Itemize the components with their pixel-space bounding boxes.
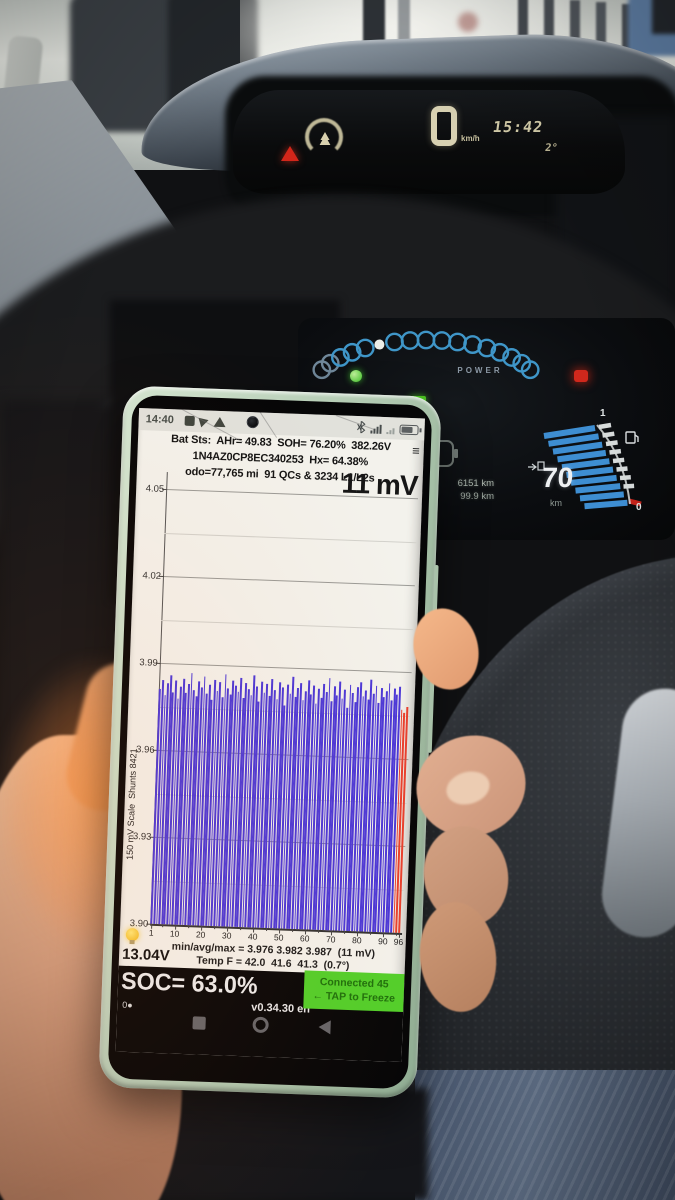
x-tick-label: 50 <box>273 932 284 943</box>
x-tick-label: 96 <box>393 936 404 948</box>
tap-to-freeze-label: ← TAP to Freeze <box>312 989 396 1005</box>
power-label: POWER <box>457 366 503 375</box>
cell-voltage-chart[interactable] <box>150 472 418 933</box>
fuel-pump-icon <box>625 431 639 444</box>
x-tick-label: 90 <box>377 936 388 947</box>
y-tick-label: 3.90 <box>129 917 149 930</box>
menu-icon[interactable]: ≡ <box>411 443 421 459</box>
trip-meter: 99.9 km <box>460 491 494 502</box>
outside-object <box>458 12 478 32</box>
y-tick-label: 4.02 <box>142 569 162 582</box>
x-tick-label: 40 <box>247 931 258 942</box>
instrument-cluster-top: km/h 15:42 2° <box>233 90 625 194</box>
eco-tree-ring-icon <box>305 118 343 156</box>
eco-tree-icon <box>319 132 331 145</box>
odometer: 6151 km <box>457 478 494 489</box>
x-tick-label: 70 <box>325 934 336 945</box>
phone-case: 14:40 <box>98 385 442 1099</box>
back-button[interactable] <box>318 1019 331 1035</box>
y-axis-label: 150 mV Scale Shunts 8421 <box>124 748 139 861</box>
x-tick-label: 60 <box>299 933 310 944</box>
gauge-full-label: 1 <box>600 408 606 419</box>
lightbulb-icon[interactable] <box>125 927 140 942</box>
speed-unit-label: km/h <box>461 134 480 143</box>
y-tick-label: 3.93 <box>132 830 152 843</box>
status-bar: 14:40 <box>138 407 425 441</box>
dash-clock: 15:42 <box>491 118 545 136</box>
battery-icon <box>399 424 419 436</box>
connected-freeze-button[interactable]: Connected 45 ← TAP to Freeze <box>303 970 405 1013</box>
range-icon <box>528 461 545 471</box>
phone-bezel: 14:40 <box>107 394 433 1090</box>
x-tick-label: 80 <box>351 935 362 946</box>
range-estimate: 70 <box>540 462 575 493</box>
leafspy-app-screen[interactable]: 14:40 <box>115 407 425 1063</box>
range-unit: km <box>550 498 562 508</box>
outside-temperature: 2° <box>544 142 559 154</box>
aux-battery-voltage: 13.04V <box>121 945 170 965</box>
gauge-empty-label: 0 <box>636 502 642 513</box>
message-counter: 0● <box>122 999 133 1011</box>
x-tick-label: 30 <box>221 930 232 941</box>
status-time: 14:40 <box>145 413 175 427</box>
signal2-icon <box>386 428 395 435</box>
master-warning-icon <box>281 146 299 161</box>
x-tick-label: 10 <box>169 928 180 939</box>
x-tick-label: 1 <box>148 927 154 938</box>
gauge-scale-arc <box>596 424 631 505</box>
y-tick-label: 4.05 <box>145 482 165 495</box>
bluetooth-icon <box>357 420 366 434</box>
driver-jeans <box>415 1070 675 1200</box>
power-meter-circles <box>312 330 540 380</box>
soc-value: SOC= 63.0% <box>120 967 259 1000</box>
outside-object <box>652 0 675 34</box>
fence-rails <box>518 0 528 56</box>
recents-button[interactable] <box>192 1016 206 1030</box>
y-tick-label: 3.96 <box>135 743 155 756</box>
x-tick-label: 20 <box>195 929 206 940</box>
punch-hole-camera <box>246 415 259 429</box>
charging-indicator-icon <box>350 370 362 382</box>
message-icon <box>184 415 195 427</box>
smartphone: 14:40 <box>98 385 442 1099</box>
battery-warning-icon <box>574 370 588 382</box>
warning-icon <box>213 416 226 428</box>
digital-speed <box>431 106 457 146</box>
cluster-gauges <box>312 330 642 510</box>
charge-gauge-bars <box>543 422 642 510</box>
y-tick-label: 3.99 <box>139 656 159 669</box>
app-version: v0.34.30 en <box>251 1001 311 1016</box>
